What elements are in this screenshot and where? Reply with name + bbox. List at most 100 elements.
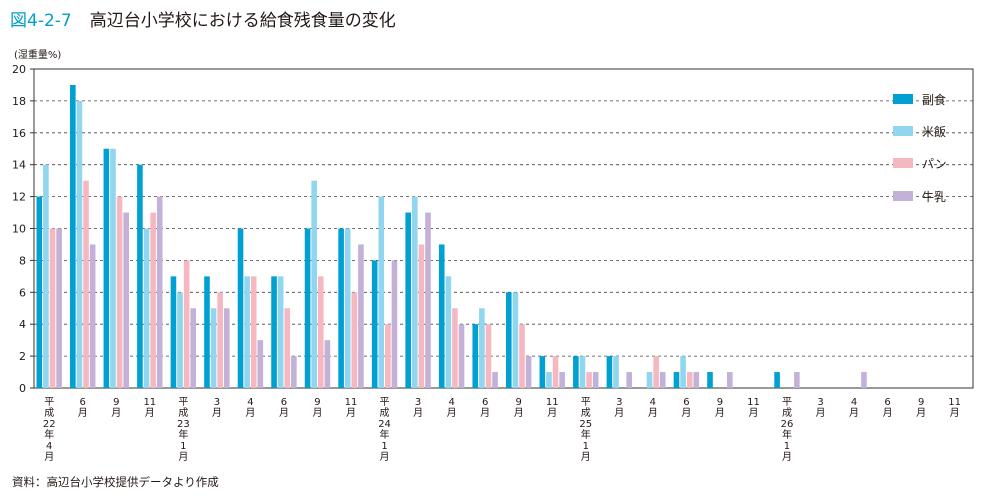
bar-米飯 bbox=[411, 196, 418, 388]
bar-牛乳 bbox=[190, 308, 197, 388]
bar-副食 bbox=[506, 292, 512, 388]
x-tick-label: 月 bbox=[312, 407, 322, 419]
bar-パン bbox=[452, 308, 458, 388]
y-tick-label: 2 bbox=[19, 350, 26, 363]
figure-header: 図4-2-7 高辺台小学校における給食残食量の変化 bbox=[10, 6, 396, 31]
x-tick-label: 月 bbox=[916, 407, 926, 419]
bar-パン bbox=[317, 276, 324, 388]
bar-牛乳 bbox=[592, 372, 599, 388]
bar-牛乳 bbox=[123, 212, 129, 388]
x-tick-label: 月 bbox=[782, 451, 792, 463]
legend-label: パン bbox=[922, 157, 947, 171]
legend-swatch-米飯 bbox=[893, 126, 913, 136]
bar-パン bbox=[217, 292, 223, 388]
x-tick-label: 月 bbox=[581, 451, 591, 463]
x-tick-label: 月 bbox=[78, 407, 88, 419]
bar-パン bbox=[150, 212, 156, 388]
bar-牛乳 bbox=[794, 372, 800, 388]
x-tick-label: 月 bbox=[245, 407, 255, 419]
x-tick-label: 平 bbox=[581, 397, 591, 408]
bar-牛乳 bbox=[727, 372, 733, 388]
x-tick-label: 月 bbox=[346, 407, 356, 419]
figure-title: 高辺台小学校における給食残食量の変化 bbox=[89, 10, 396, 31]
bar-パン bbox=[552, 356, 559, 388]
bar-副食 bbox=[774, 372, 780, 388]
bar-牛乳 bbox=[257, 340, 264, 388]
y-tick-label: 12 bbox=[12, 191, 26, 204]
bar-副食 bbox=[36, 196, 43, 388]
x-tick-label: 9 bbox=[717, 397, 723, 408]
x-tick-label: 9 bbox=[918, 397, 924, 408]
y-unit-label: (湿重量%) bbox=[14, 50, 62, 61]
bar-副食 bbox=[304, 228, 311, 388]
bar-副食 bbox=[271, 276, 277, 388]
x-tick-label: 月 bbox=[648, 407, 658, 419]
x-tick-label: 月 bbox=[816, 407, 826, 419]
bar-パン bbox=[183, 260, 190, 388]
x-tick-label: 年 bbox=[44, 428, 54, 441]
bar-パン bbox=[485, 324, 492, 388]
x-tick-label: 平 bbox=[380, 397, 390, 408]
bar-パン bbox=[284, 308, 291, 388]
bar-牛乳 bbox=[425, 212, 431, 388]
bar-米飯 bbox=[244, 276, 250, 388]
x-tick-label: 成 bbox=[782, 407, 792, 419]
bar-牛乳 bbox=[861, 372, 867, 388]
legend-label: 副食 bbox=[922, 92, 946, 107]
bar-副食 bbox=[371, 260, 378, 388]
x-tick-label: 22 bbox=[43, 419, 56, 430]
bar-牛乳 bbox=[693, 372, 700, 388]
y-tick-label: 8 bbox=[19, 254, 26, 267]
bar-牛乳 bbox=[525, 356, 532, 388]
x-tick-label: 月 bbox=[111, 407, 121, 419]
bar-米飯 bbox=[43, 164, 49, 388]
bar-牛乳 bbox=[391, 260, 398, 388]
x-tick-label: 月 bbox=[145, 407, 155, 419]
x-tick-label: 月 bbox=[883, 407, 893, 419]
x-tick-label: 11 bbox=[143, 397, 156, 408]
bar-パン bbox=[653, 356, 659, 388]
bar-パン bbox=[519, 324, 525, 388]
bar-パン bbox=[116, 196, 123, 388]
bar-副食 bbox=[673, 372, 680, 388]
bar-副食 bbox=[338, 228, 344, 388]
x-tick-label: 月 bbox=[614, 407, 624, 419]
bar-副食 bbox=[438, 244, 445, 388]
y-tick-label: 20 bbox=[12, 63, 26, 76]
x-tick-label: 3 bbox=[415, 397, 421, 408]
legend-swatch-パン bbox=[893, 158, 913, 168]
bar-米飯 bbox=[445, 276, 452, 388]
bar-副食 bbox=[707, 372, 713, 388]
bar-パン bbox=[250, 276, 257, 388]
x-tick-label: 平 bbox=[782, 397, 792, 408]
x-tick-label: 6 bbox=[884, 397, 890, 408]
bar-パン bbox=[586, 372, 592, 388]
x-tick-label: 9 bbox=[516, 397, 522, 408]
bar-副食 bbox=[170, 276, 177, 388]
bar-牛乳 bbox=[89, 244, 96, 388]
x-tick-label: 3 bbox=[817, 397, 823, 408]
bar-副食 bbox=[539, 356, 546, 388]
bar-副食 bbox=[472, 324, 479, 388]
bar-米飯 bbox=[479, 308, 485, 388]
x-tick-label: 4 bbox=[448, 397, 454, 408]
x-tick-label: 月 bbox=[950, 407, 960, 419]
x-tick-label: 1 bbox=[784, 441, 790, 452]
bar-副食 bbox=[103, 148, 110, 388]
y-tick-label: 10 bbox=[12, 223, 26, 236]
x-tick-label: 月 bbox=[748, 407, 758, 419]
bar-牛乳 bbox=[659, 372, 666, 388]
x-tick-label: 年 bbox=[178, 428, 188, 441]
x-tick-label: 4 bbox=[247, 397, 253, 408]
bar-牛乳 bbox=[559, 372, 565, 388]
x-tick-label: 1 bbox=[583, 441, 589, 452]
x-tick-label: 平 bbox=[178, 397, 188, 408]
bar-パン bbox=[351, 292, 358, 388]
x-tick-label: 月 bbox=[447, 407, 457, 419]
bar-副食 bbox=[405, 212, 411, 388]
bar-副食 bbox=[573, 356, 579, 388]
bar-米飯 bbox=[210, 308, 217, 388]
legend-swatch-副食 bbox=[893, 94, 913, 104]
y-tick-label: 14 bbox=[12, 159, 26, 172]
bar-米飯 bbox=[680, 356, 686, 388]
